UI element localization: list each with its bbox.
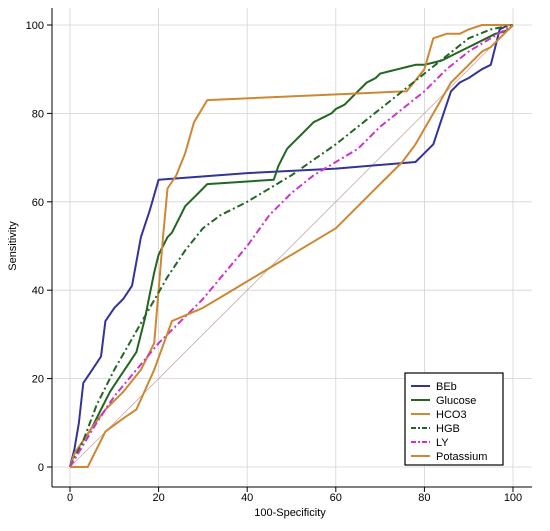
- x-tick-label: 100: [504, 492, 522, 504]
- legend-label-hco3: HCO3: [436, 409, 467, 421]
- x-tick-label: 20: [152, 492, 164, 504]
- legend-label-potassium: Potassium: [436, 451, 487, 463]
- grid-layer: [52, 8, 532, 487]
- legend-label-glucose: Glucose: [436, 395, 476, 407]
- series-layer: [69, 24, 514, 468]
- legend-label-hgb: HGB: [436, 423, 460, 435]
- y-tick-label: 20: [32, 374, 44, 386]
- legend-box: [404, 372, 504, 466]
- y-tick-label: 100: [26, 20, 44, 32]
- series-line-glucose: [69, 24, 514, 468]
- series-line-ly: [69, 24, 514, 468]
- y-axis-title: Sensitivity: [7, 221, 19, 271]
- x-tick-label: 60: [330, 492, 342, 504]
- axes-layer: 0 20 40 60 80 100 0 20 40 60 80 100: [26, 8, 532, 504]
- y-tick-label: 60: [32, 197, 44, 209]
- legend-label-ly: LY: [436, 437, 449, 449]
- y-tick-label: 80: [32, 108, 44, 120]
- y-tick-label: 0: [38, 462, 44, 474]
- x-tick-label: 0: [67, 492, 73, 504]
- x-tick-label: 80: [418, 492, 430, 504]
- series-line-potassium: [70, 24, 514, 468]
- legend-label-beb: BEb: [436, 381, 457, 393]
- x-axis-title: 100-Specificity: [254, 507, 326, 519]
- y-tick-label: 40: [32, 285, 44, 297]
- legend: BEb Glucose HCO3 HGB LY Potassium: [404, 372, 504, 466]
- series-line-hgb: [69, 24, 514, 468]
- series-line-beb: [69, 24, 513, 468]
- x-tick-label: 40: [241, 492, 253, 504]
